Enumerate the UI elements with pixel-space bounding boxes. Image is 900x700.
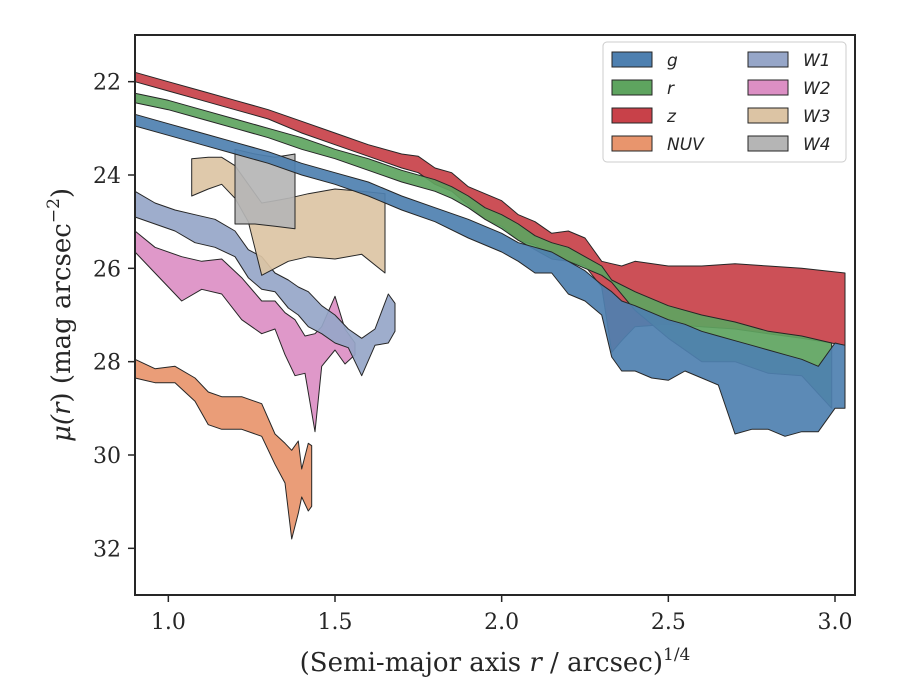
legend-item-w1: W1 bbox=[747, 51, 831, 71]
x-axis-title-variable: r bbox=[529, 648, 543, 678]
legend-item-r: r bbox=[611, 79, 675, 99]
legend-label: NUV bbox=[667, 135, 705, 155]
band-g bbox=[134, 113, 846, 437]
y-tick-label: 22 bbox=[93, 71, 121, 96]
band-w1 bbox=[134, 190, 396, 377]
y-axis-title-exponent: −2 bbox=[44, 198, 64, 223]
x-axis-title: (Semi-major axis r / arcsec)1/4 bbox=[300, 645, 691, 678]
y-axis: 22 24 26 28 30 32 bbox=[93, 71, 135, 562]
x-tick-label: 2.0 bbox=[484, 610, 519, 635]
legend-label: g bbox=[667, 51, 678, 71]
y-tick-label: 24 bbox=[93, 164, 121, 189]
legend-item-w2: W2 bbox=[747, 79, 831, 99]
legend-label: r bbox=[667, 79, 675, 99]
legend-label: z bbox=[666, 107, 677, 127]
legend-swatch bbox=[747, 107, 789, 124]
legend-label: W2 bbox=[803, 79, 831, 99]
legend-item-nuv: NUV bbox=[611, 135, 705, 155]
band-nuv bbox=[134, 358, 313, 540]
legend-item-z: z bbox=[611, 107, 677, 127]
x-tick-label: 1.0 bbox=[151, 610, 186, 635]
x-tick-label: 1.5 bbox=[318, 610, 353, 635]
legend-swatch bbox=[611, 79, 653, 96]
legend-label: W1 bbox=[803, 51, 831, 71]
legend-swatch bbox=[747, 79, 789, 96]
x-axis: 1.0 1.5 2.0 2.5 3.0 bbox=[151, 595, 853, 635]
legend-item-g: g bbox=[611, 51, 678, 71]
y-axis-title-unit: ) (mag arcsec bbox=[47, 223, 77, 402]
band-layer bbox=[134, 71, 846, 540]
legend-swatch bbox=[747, 135, 789, 152]
legend-label: W4 bbox=[803, 135, 831, 155]
x-axis-title-exponent: 1/4 bbox=[663, 645, 690, 665]
y-tick-label: 30 bbox=[93, 444, 121, 469]
x-tick-label: 2.5 bbox=[651, 610, 686, 635]
legend: grz NUV W1 W2 W3 W4 bbox=[602, 41, 847, 163]
x-axis-title-prefix: (Semi-major axis bbox=[300, 648, 530, 678]
x-axis-title-unit: / arcsec) bbox=[542, 648, 663, 678]
legend-swatch bbox=[611, 51, 653, 68]
y-axis-title-suffix: ) bbox=[47, 188, 77, 198]
y-axis-title-prefix: μ( bbox=[47, 414, 77, 442]
legend-frame bbox=[602, 41, 847, 163]
legend-swatch bbox=[747, 51, 789, 68]
legend-item-w3: W3 bbox=[747, 107, 831, 127]
legend-item-w4: W4 bbox=[747, 135, 831, 155]
y-axis-title: μ(r) (mag arcsec−2) bbox=[44, 188, 77, 442]
legend-swatch bbox=[611, 107, 653, 124]
plot-frame bbox=[134, 34, 856, 596]
y-axis-title-variable: r bbox=[47, 401, 77, 415]
y-tick-label: 26 bbox=[93, 257, 121, 282]
x-tick-label: 3.0 bbox=[818, 610, 853, 635]
y-tick-label: 32 bbox=[93, 537, 121, 562]
legend-swatch bbox=[611, 135, 653, 152]
y-tick-label: 28 bbox=[93, 351, 121, 376]
legend-items: grz NUV W1 W2 W3 W4 bbox=[611, 51, 831, 155]
legend-label: W3 bbox=[803, 107, 831, 127]
